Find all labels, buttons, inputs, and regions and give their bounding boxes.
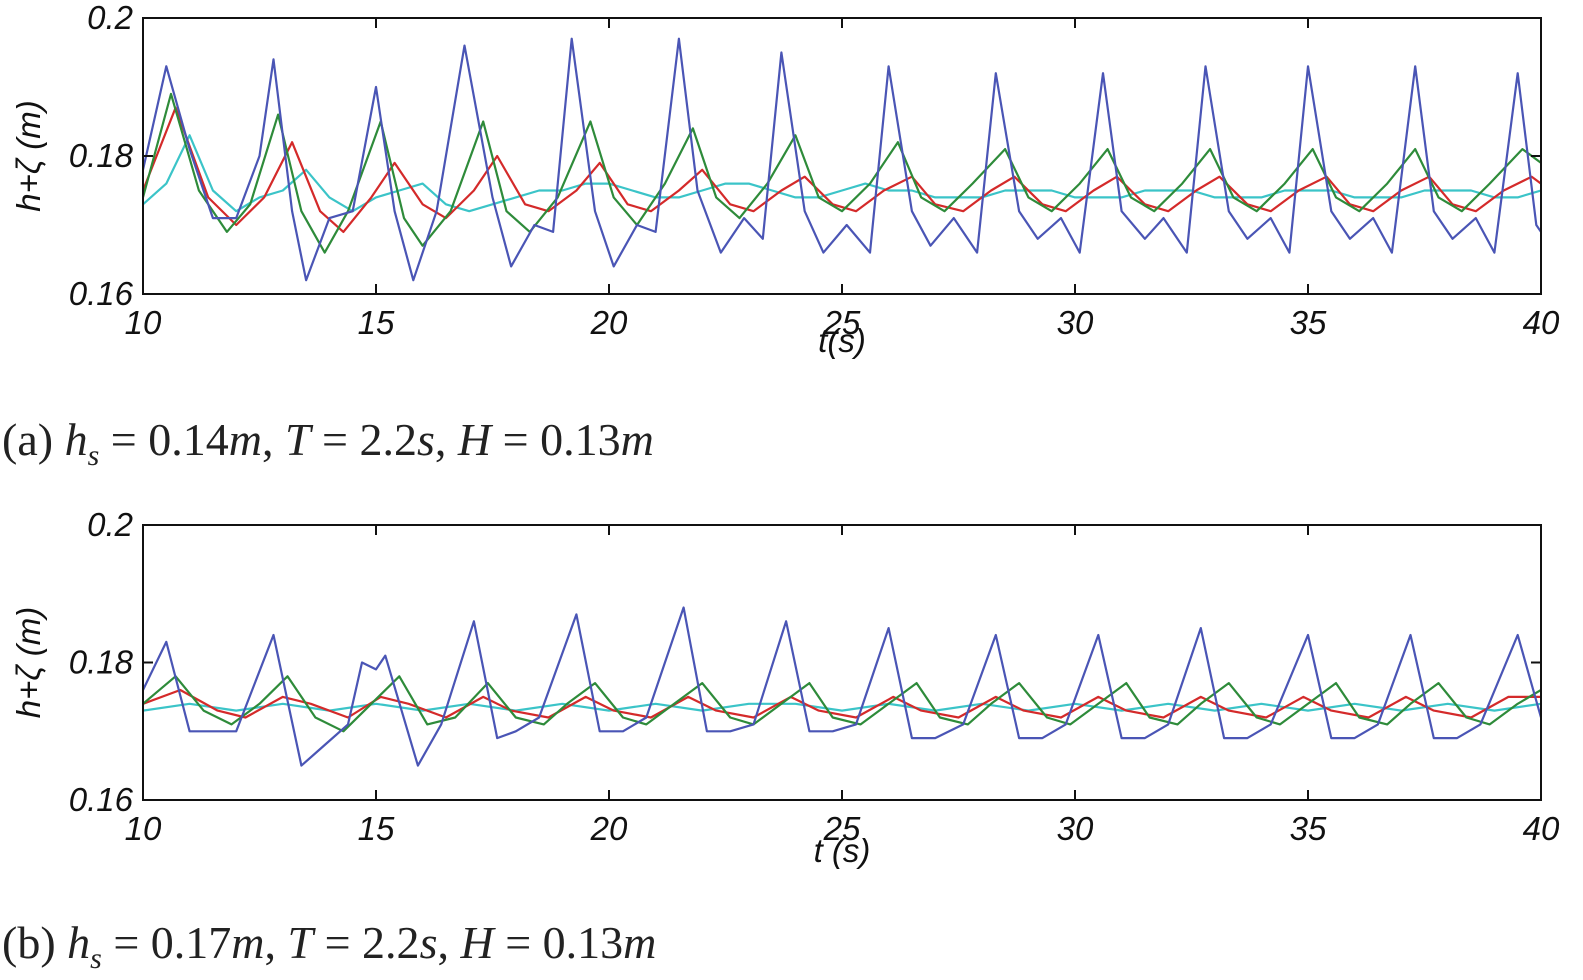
- x-tick-label: 25: [823, 810, 861, 847]
- y-tick-label: 0.2: [87, 506, 133, 543]
- x-tick-label: 20: [590, 304, 628, 341]
- x-tick-label: 15: [358, 304, 395, 341]
- y-tick-label: 0.18: [69, 644, 134, 681]
- x-axis-label: t (s): [814, 832, 871, 869]
- series-line-1: [143, 675, 1541, 733]
- series-line-3: [143, 134, 1541, 213]
- y-tick-label: 0.18: [69, 137, 134, 174]
- chart-panel-0: 10 15 20 25 30 35 40 0.16 0.18 0.2 t(s) h+ζ (m) (a) …: [2, 0, 1560, 472]
- x-tick-label: 40: [1523, 304, 1560, 341]
- y-axis-label: h+ζ (m): [10, 607, 47, 719]
- x-axis-label: t(s): [818, 322, 866, 359]
- series-line-3: [143, 702, 1541, 712]
- x-tick-label: 20: [590, 810, 628, 847]
- y-tick-label: 0.2: [87, 0, 133, 36]
- x-tick-label: 40: [1523, 810, 1560, 847]
- x-tick-label: 30: [1057, 810, 1094, 847]
- series-line-1: [143, 92, 1541, 254]
- x-tick-label: 25: [823, 304, 861, 341]
- x-tick-label: 35: [1290, 810, 1327, 847]
- plot-frame: [142, 524, 1542, 801]
- x-tick-label: 10: [125, 810, 162, 847]
- series-line-0: [143, 37, 1541, 282]
- plot-frame: [142, 17, 1542, 295]
- chart-panel-1: 10 15 20 25 30 35 40 0.16 0.18 0.2 t (s) h+ζ (m) (b)…: [2, 506, 1560, 975]
- panel-caption: (b) hs = 0.17m, T = 2.2s, H = 0.13m: [2, 917, 656, 975]
- x-tick-label: 30: [1057, 304, 1094, 341]
- series-line-0: [143, 606, 1541, 767]
- series-line-2: [143, 106, 1541, 233]
- y-tick-label: 0.16: [69, 275, 134, 312]
- panel-caption: (a) hs = 0.14m, T = 2.2s, H = 0.13m: [2, 414, 654, 472]
- y-axis-label: h+ζ (m): [10, 100, 47, 212]
- y-tick-label: 0.16: [69, 781, 134, 818]
- x-tick-label: 15: [358, 810, 395, 847]
- x-tick-label: 35: [1290, 304, 1327, 341]
- x-tick-label: 10: [125, 304, 162, 341]
